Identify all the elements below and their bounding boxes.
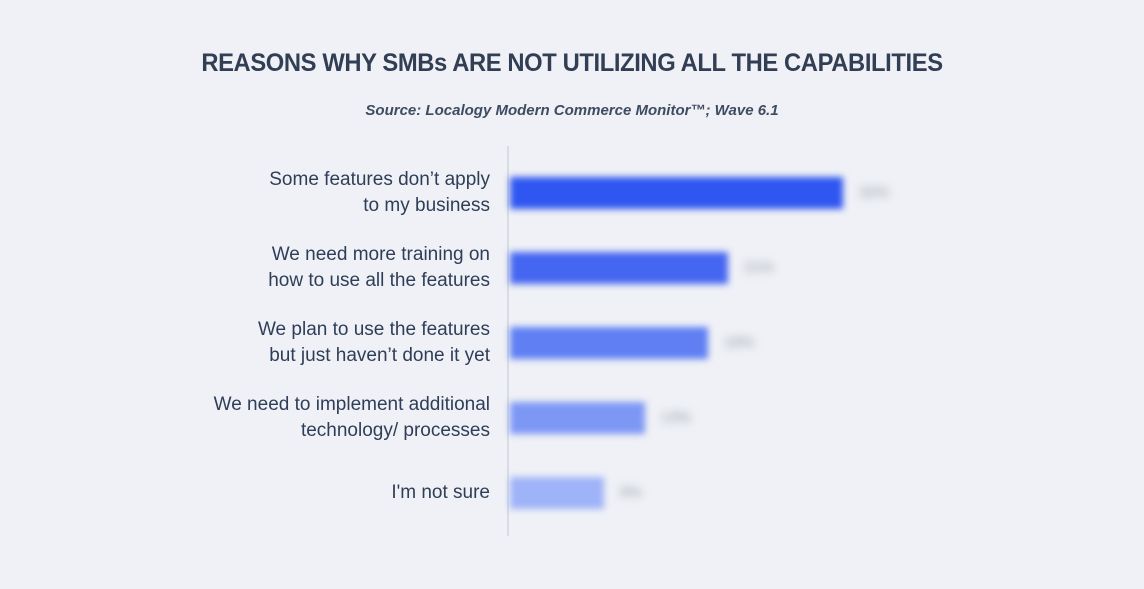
chart-row: We plan to use the features but just have… bbox=[0, 305, 1144, 380]
bar-area: 19% bbox=[510, 326, 755, 359]
chart-row: We need to implement additional technolog… bbox=[0, 380, 1144, 455]
category-label: I'm not sure bbox=[391, 481, 490, 503]
bar-area: 21% bbox=[510, 251, 775, 284]
y-axis-line bbox=[507, 146, 509, 536]
bar-area: 9% bbox=[510, 476, 642, 509]
category-label: We need more training on how to use all t… bbox=[268, 243, 490, 291]
value-label: 9% bbox=[620, 484, 642, 501]
bar bbox=[510, 251, 728, 284]
chart-row: I'm not sure 9% bbox=[0, 455, 1144, 530]
bar-area: 13% bbox=[510, 401, 692, 434]
bar-area: 32% bbox=[510, 176, 890, 209]
value-label: 19% bbox=[724, 334, 755, 351]
value-label: 13% bbox=[661, 409, 692, 426]
bar bbox=[510, 326, 708, 359]
chart-row: We need more training on how to use all t… bbox=[0, 230, 1144, 305]
bar-chart: Some features don’t apply to my business 3… bbox=[0, 146, 1144, 536]
bar bbox=[510, 401, 645, 434]
value-label: 32% bbox=[859, 184, 890, 201]
bar-chart-rows: Some features don’t apply to my business 3… bbox=[0, 155, 1144, 530]
bar bbox=[510, 176, 843, 209]
category-label: Some features don’t apply to my business bbox=[269, 168, 490, 216]
chart-card: REASONS WHY SMBs ARE NOT UTILIZING ALL T… bbox=[0, 49, 1144, 589]
category-label: We need to implement additional technolog… bbox=[213, 393, 490, 441]
value-label: 21% bbox=[744, 259, 775, 276]
chart-title: REASONS WHY SMBs ARE NOT UTILIZING ALL T… bbox=[201, 49, 943, 77]
chart-source: Source: Localogy Modern Commerce Monitor… bbox=[365, 102, 779, 119]
category-label: We plan to use the features but just have… bbox=[257, 318, 490, 366]
chart-row: Some features don’t apply to my business 3… bbox=[0, 155, 1144, 230]
bar bbox=[510, 476, 604, 509]
